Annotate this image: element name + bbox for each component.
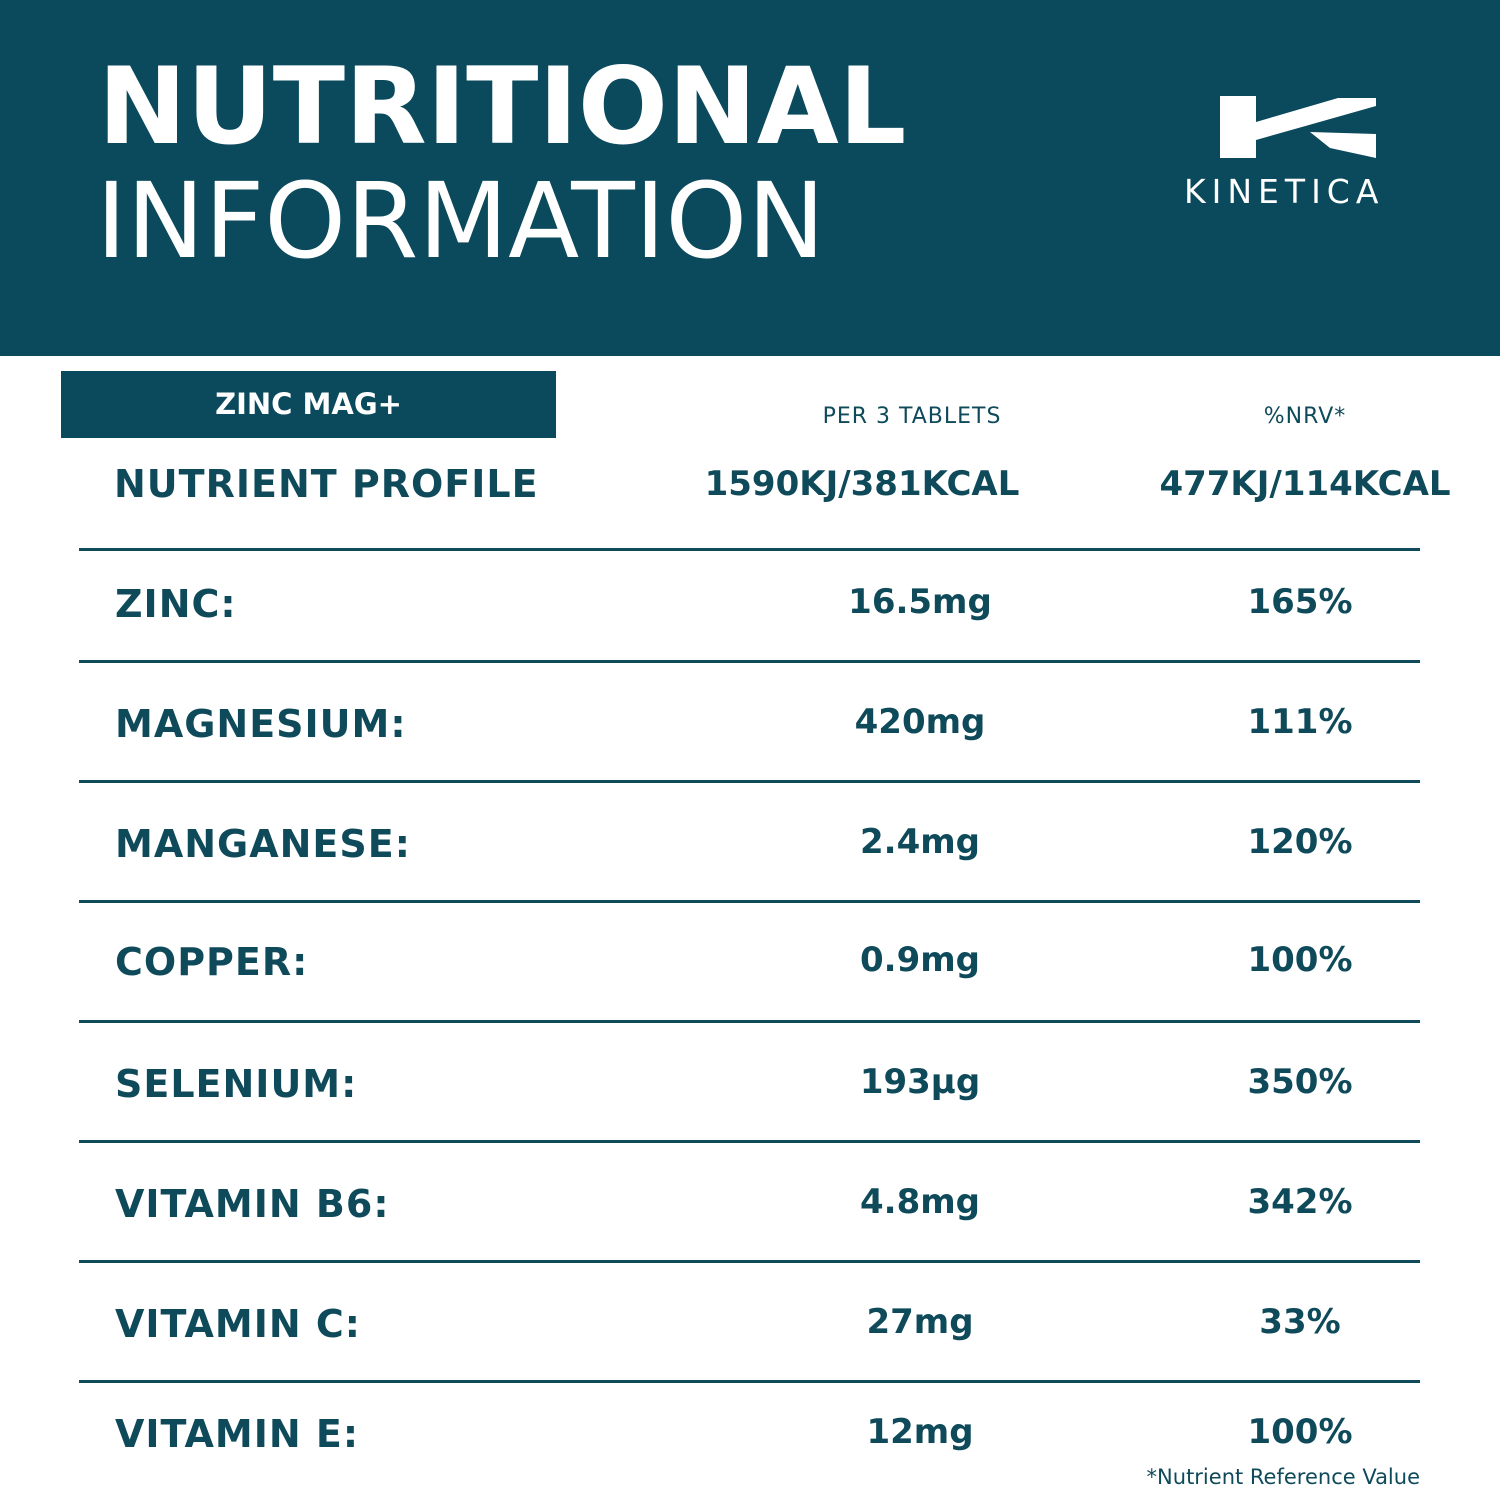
nutrient-amount: 0.9mg [860, 940, 980, 980]
nutrient-amount: 16.5mg [848, 582, 992, 622]
column-header-per-serving: PER 3 TABLETS [822, 404, 1002, 429]
page-title-line2: INFORMATION [96, 160, 826, 282]
product-name-tag: ZINC MAG+ [61, 371, 556, 438]
row-divider [79, 660, 1420, 663]
table-row-selenium: SELENIUM: 193µg 350% [0, 1062, 1500, 1122]
nutrient-nrv: 100% [1247, 940, 1353, 980]
kinetica-k-logo-icon [1220, 96, 1376, 158]
nutrient-amount: 2.4mg [860, 822, 980, 862]
row-divider [79, 780, 1420, 783]
table-row-copper: COPPER: 0.9mg 100% [0, 940, 1500, 1000]
row-divider [79, 1020, 1420, 1023]
row-divider [79, 900, 1420, 903]
nutrient-amount: 4.8mg [860, 1182, 980, 1222]
table-row-zinc: ZINC: 16.5mg 165% [0, 582, 1500, 642]
table-row-vitamin-e: VITAMIN E: 12mg 100% [0, 1412, 1500, 1472]
row-divider [79, 1260, 1420, 1263]
nutrient-label: SELENIUM: [115, 1062, 358, 1106]
nutrient-label: VITAMIN E: [115, 1412, 360, 1456]
row-divider [79, 1380, 1420, 1383]
nutrient-nrv: 100% [1247, 1412, 1353, 1452]
column-header-nrv: %NRV* [1263, 404, 1347, 429]
table-row-vitamin-c: VITAMIN C: 27mg 33% [0, 1302, 1500, 1362]
table-row-manganese: MANGANESE: 2.4mg 120% [0, 822, 1500, 882]
nutrient-label: MAGNESIUM: [115, 702, 407, 746]
nutrient-nrv: 165% [1247, 582, 1353, 622]
nutrient-amount: 27mg [866, 1302, 974, 1342]
nutrient-profile-nrv: 477KJ/114KCAL [1159, 464, 1451, 504]
table-row-magnesium: MAGNESIUM: 420mg 111% [0, 702, 1500, 762]
nutrient-amount: 193µg [859, 1062, 981, 1102]
nutrient-label: VITAMIN B6: [115, 1182, 390, 1226]
nutrient-nrv: 33% [1259, 1302, 1341, 1342]
header-banner: NUTRITIONAL INFORMATION KINETICA [0, 0, 1500, 356]
nutrient-label: MANGANESE: [115, 822, 411, 866]
nutrient-nrv: 342% [1247, 1182, 1353, 1222]
nutrient-profile-per: 1590KJ/381KCAL [704, 464, 1020, 504]
nutrient-nrv: 120% [1247, 822, 1353, 862]
brand-name: KINETICA [1184, 172, 1385, 211]
row-divider [79, 548, 1420, 551]
brand-logo: KINETICA [1180, 90, 1420, 220]
nutrient-label: VITAMIN C: [115, 1302, 361, 1346]
nutrient-profile-row: NUTRIENT PROFILE 1590KJ/381KCAL 477KJ/11… [0, 462, 1500, 512]
nutrient-amount: 12mg [866, 1412, 974, 1452]
row-divider [79, 1140, 1420, 1143]
page-title-line1: NUTRITIONAL [98, 45, 907, 168]
nutrient-nrv: 111% [1247, 702, 1353, 742]
nutrient-label: COPPER: [115, 940, 309, 984]
nutrient-profile-label: NUTRIENT PROFILE [114, 462, 539, 506]
nutrient-nrv: 350% [1247, 1062, 1353, 1102]
table-row-vitamin-b6: VITAMIN B6: 4.8mg 342% [0, 1182, 1500, 1242]
nrv-footnote: *Nutrient Reference Value [1146, 1465, 1420, 1489]
nutrient-label: ZINC: [115, 582, 237, 626]
nutrient-amount: 420mg [854, 702, 986, 742]
